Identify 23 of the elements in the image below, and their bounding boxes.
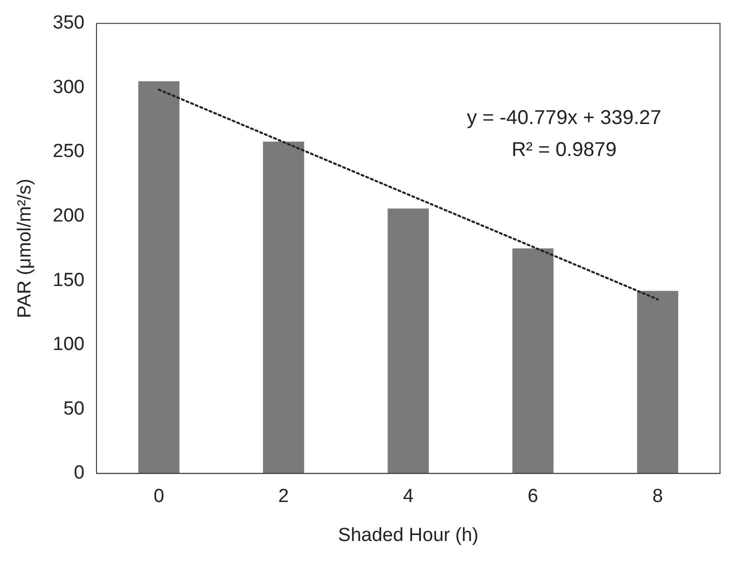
x-tick-label: 4 [402,486,414,508]
y-tick-label: 200 [52,205,84,226]
y-axis-title: PAR (μmol/m²/s) [14,178,36,318]
bar [512,248,554,474]
y-tick-label: 350 [52,12,84,34]
bar [262,142,304,474]
x-tick-label: 2 [278,486,289,508]
bar [138,81,180,474]
line-series [158,88,659,300]
x-tick-label: 6 [528,486,538,508]
annotation: y = -40.779x + 339.27 [466,106,662,129]
annotation: R² = 0.9879 [512,138,617,161]
x-tick-label: 8 [652,486,663,508]
y-tick-label: 100 [52,334,84,356]
bar [388,208,429,474]
y-tick-label: 150 [52,270,84,291]
y-tick-label: 50 [63,398,84,420]
bar [637,290,678,474]
y-tick-label: 250 [52,141,84,162]
x-axis-title: Shaded Hour (h) [338,524,478,546]
y-tick-label: 300 [52,76,84,98]
x-tick-label: 0 [154,486,164,508]
y-tick-label: 0 [74,462,84,484]
